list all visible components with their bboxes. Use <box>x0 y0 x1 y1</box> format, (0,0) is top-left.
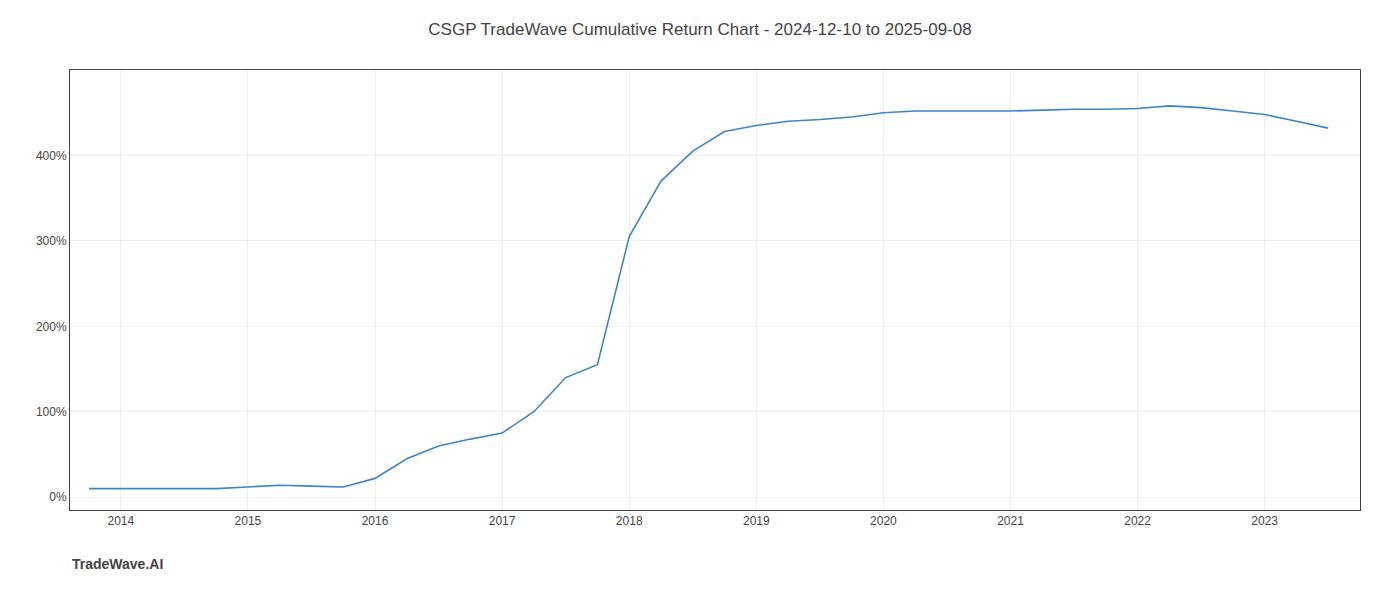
svg-text:2014: 2014 <box>107 514 134 528</box>
svg-text:2019: 2019 <box>743 514 770 528</box>
svg-text:2016: 2016 <box>362 514 389 528</box>
svg-text:2018: 2018 <box>616 514 643 528</box>
svg-text:2020: 2020 <box>870 514 897 528</box>
svg-text:2023: 2023 <box>1251 514 1278 528</box>
svg-text:2017: 2017 <box>489 514 516 528</box>
svg-text:200%: 200% <box>36 320 67 334</box>
svg-text:2022: 2022 <box>1124 514 1151 528</box>
svg-text:100%: 100% <box>36 405 67 419</box>
svg-text:0%: 0% <box>49 490 67 504</box>
svg-text:400%: 400% <box>36 149 67 163</box>
svg-text:300%: 300% <box>36 234 67 248</box>
svg-text:2021: 2021 <box>997 514 1024 528</box>
svg-text:TradeWave.AI: TradeWave.AI <box>72 556 163 572</box>
svg-text:2015: 2015 <box>235 514 262 528</box>
svg-text:CSGP TradeWave Cumulative Retu: CSGP TradeWave Cumulative Return Chart -… <box>428 20 971 39</box>
